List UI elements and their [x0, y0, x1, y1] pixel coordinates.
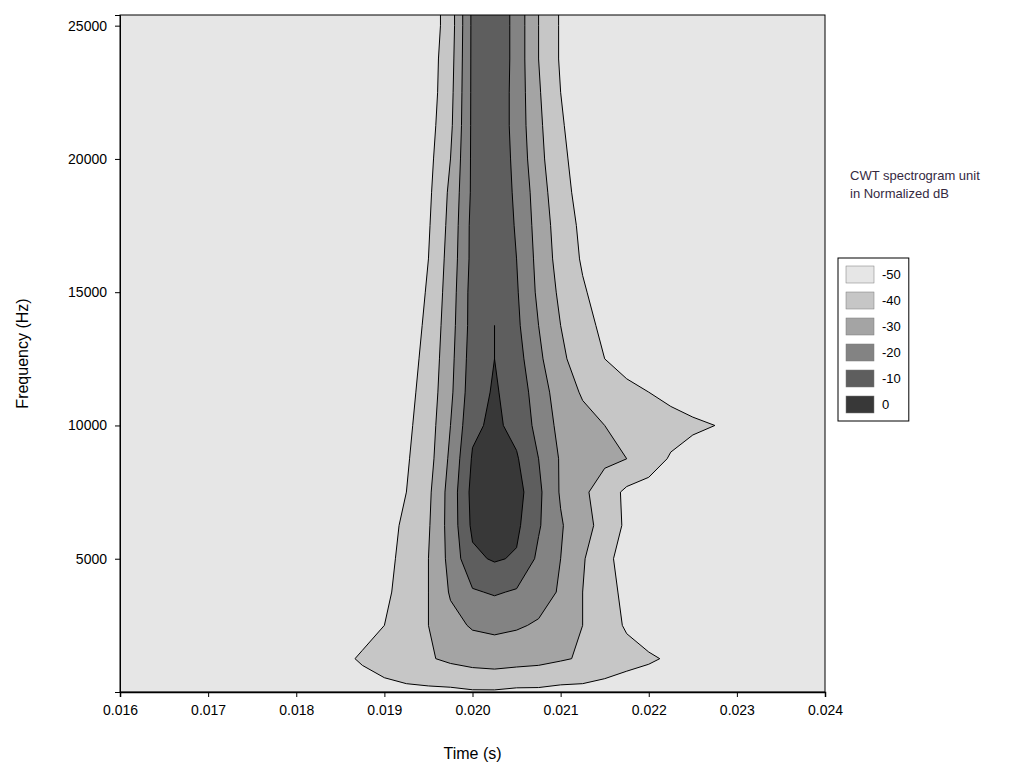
x-tick-label: 0.018 [279, 702, 314, 718]
x-tick-label: 0.016 [103, 702, 138, 718]
y-tick-mark [115, 292, 120, 293]
y-axis-title: Frequency (Hz) [14, 298, 31, 408]
y-axis: 5000 10000 15000 20000 25000 [68, 16, 120, 693]
x-tick-label: 0.017 [191, 702, 226, 718]
chart: 0.016 0.017 0.018 0.019 0.020 0.021 0.022 0.023… [0, 0, 1020, 775]
x-tick-label: 0.024 [808, 702, 843, 718]
plot-frame [120, 15, 825, 692]
x-tick: 0.020 [455, 692, 490, 718]
x-axis-title: Time (s) [443, 745, 501, 762]
x-tick-label: 0.019 [367, 702, 402, 718]
colorbar-box [838, 258, 909, 421]
y-tick-mark [115, 159, 120, 160]
x-tick: 0.018 [279, 692, 314, 718]
x-axis: 0.016 0.017 0.018 0.019 0.020 0.021 0.022 0.023… [103, 692, 843, 718]
contour-level [445, 15, 564, 635]
plot: 0.016 0.017 0.018 0.019 0.020 0.021 0.022 0.023… [68, 0, 843, 718]
x-tick-mark [737, 692, 738, 697]
colorbar-swatch [846, 266, 874, 283]
y-tick-mark [115, 425, 120, 426]
y-tick-label: 20000 [68, 151, 107, 167]
x-tick-mark [296, 692, 297, 697]
colorbar-swatch [846, 344, 874, 361]
y-tick: 20000 [68, 151, 120, 167]
x-tick-mark [649, 692, 650, 697]
x-tick-label: 0.023 [720, 702, 755, 718]
y-tick: 5000 [76, 551, 120, 567]
colorbar-label: -40 [882, 293, 901, 308]
x-tick-mark [561, 692, 562, 697]
colorbar-label: -10 [882, 371, 901, 386]
contour-level [355, 15, 715, 690]
contour-layer [120, 15, 825, 692]
y-tick-mark [115, 26, 120, 27]
colorbar-label: -50 [882, 267, 901, 282]
colorbar-title: CWT spectrogram unit in Normalized dB [850, 168, 980, 201]
colorbar-label: -30 [882, 319, 901, 334]
colorbar-swatch [846, 396, 874, 413]
x-tick: 0.019 [367, 692, 402, 718]
colorbar-label: -20 [882, 345, 901, 360]
x-tick: 0.021 [544, 692, 579, 718]
contour-level [457, 15, 542, 596]
x-tick: 0.023 [720, 692, 755, 718]
x-tick-label: 0.020 [455, 702, 490, 718]
y-tick: 15000 [68, 284, 120, 300]
colorbar-swatch [846, 370, 874, 387]
colorbar-label: 0 [882, 397, 889, 412]
x-tick-mark [825, 692, 826, 697]
x-tick-mark [473, 692, 474, 697]
y-tick: 25000 [68, 18, 120, 34]
x-tick: 0.016 [103, 692, 138, 718]
y-tick-label: 15000 [68, 284, 107, 300]
y-tick-label: 25000 [68, 18, 107, 34]
colorbar-title-line: CWT spectrogram unit [850, 168, 980, 183]
x-tick-mark [384, 692, 385, 697]
y-tick-label: 5000 [76, 551, 107, 567]
colorbar-title-line: in Normalized dB [850, 186, 949, 201]
x-tick: 0.022 [632, 692, 667, 718]
x-tick: 0.024 [808, 692, 843, 718]
y-tick-mark [115, 559, 120, 560]
x-tick-label: 0.021 [544, 702, 579, 718]
y-tick-label: 10000 [68, 417, 107, 433]
y-axis-line [115, 16, 121, 693]
x-tick: 0.017 [191, 692, 226, 718]
contour-level [469, 326, 524, 563]
colorbar-swatch [846, 292, 874, 309]
y-tick: 10000 [68, 417, 120, 433]
x-tick-label: 0.022 [632, 702, 667, 718]
x-tick-mark [208, 692, 209, 697]
x-axis-line [121, 693, 826, 698]
contour-level [428, 15, 626, 669]
colorbar-swatch [846, 318, 874, 335]
